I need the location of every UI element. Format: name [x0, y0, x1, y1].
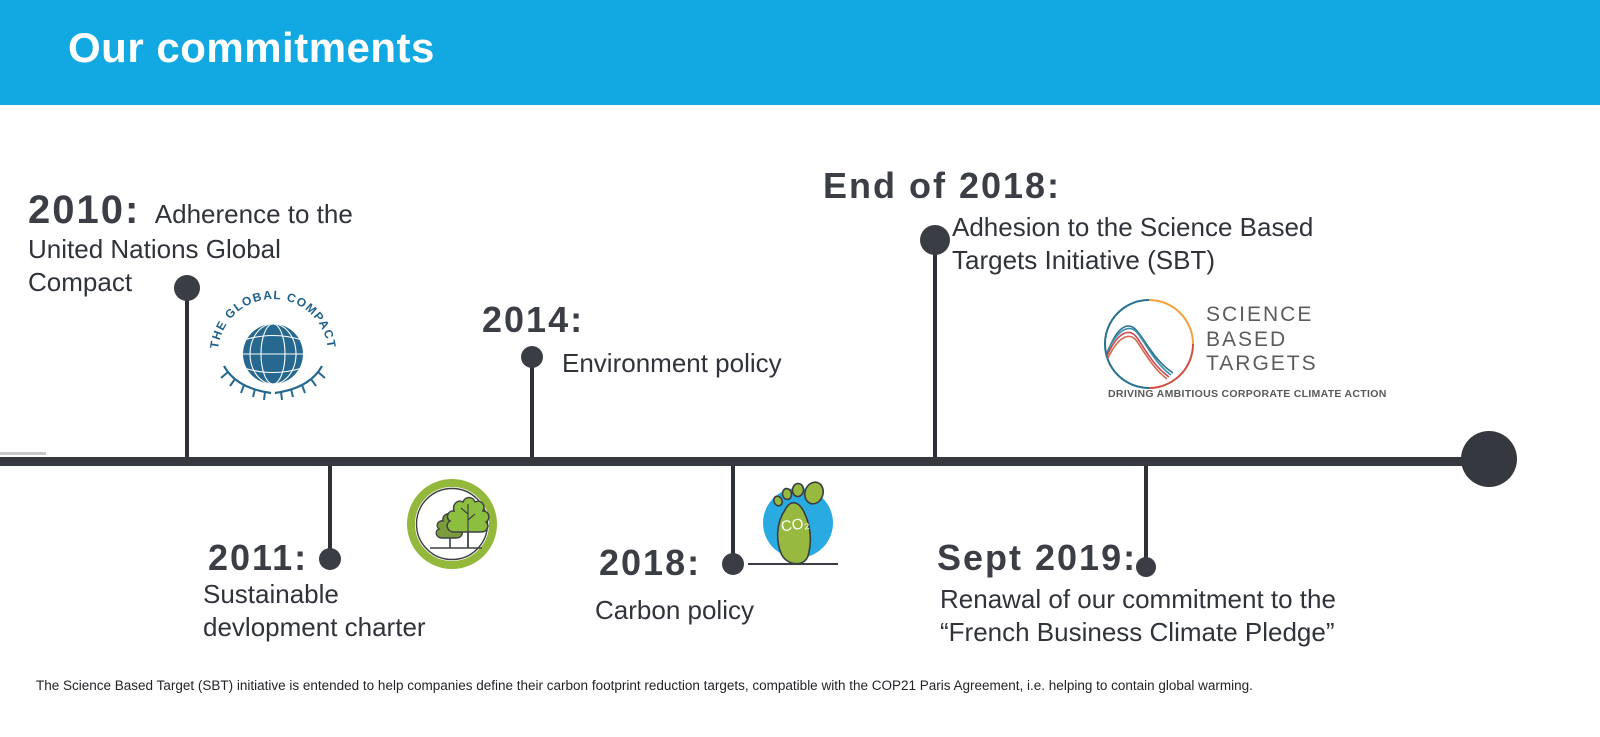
- sbt-line-2: BASED: [1206, 327, 1288, 351]
- milestone-year-2018: 2018:: [599, 542, 702, 583]
- milestone-year-end-of-2018: End of 2018:: [823, 165, 1062, 206]
- milestone-dot-2011: [319, 548, 341, 570]
- milestone-dot-2018: [722, 553, 744, 575]
- milestone-desc-2011: Sustainable devlopment charter: [203, 579, 426, 642]
- stem-2010: [185, 288, 189, 457]
- milestone-desc-end-of-2018: Adhesion to the Science Based Targets In…: [952, 212, 1314, 275]
- milestone-dot-2010: [174, 275, 200, 301]
- stem-2018: [731, 466, 735, 563]
- stem-2014: [530, 357, 534, 457]
- science-based-targets-logo: [1104, 299, 1194, 389]
- milestone-dot-2014: [521, 346, 543, 368]
- carbon-footprint-icon: CO₂: [748, 481, 838, 565]
- milestone-year-sept-2019: Sept 2019:: [937, 537, 1138, 578]
- milestone-desc-2018: Carbon policy: [595, 595, 754, 625]
- timeline-end-circle: [1461, 431, 1517, 487]
- sbt-tagline: DRIVING AMBITIOUS CORPORATE CLIMATE ACTI…: [1108, 388, 1387, 400]
- sbt-line-3: TARGETS: [1206, 352, 1318, 375]
- sbt-line-1: SCIENCE: [1206, 303, 1314, 326]
- stem-sept-2019: [1144, 466, 1148, 564]
- sustainable-development-tree-icon: [407, 479, 497, 569]
- header-bar: Our commitments: [0, 0, 1600, 105]
- milestone-dot-sept-2019: [1136, 557, 1156, 577]
- milestone-desc-2010: Adherence to the United Nations Global C…: [28, 199, 353, 297]
- footnote: The Science Based Target (SBT) initiativ…: [36, 678, 1253, 693]
- un-global-compact-logo: THE GLOBAL COMPACT: [208, 288, 338, 401]
- milestone-dot-end-of-2018: [920, 225, 950, 255]
- milestone-year-2014: 2014:: [482, 299, 585, 340]
- milestone-2010: 2010: Adherence to the United Nations Gl…: [28, 188, 378, 299]
- milestone-year-2010: 2010:: [28, 188, 141, 232]
- stem-2011: [328, 466, 332, 558]
- co2-label: CO₂: [780, 515, 811, 536]
- timeline-axis: [0, 457, 1463, 466]
- laurel-wreath-icon: [220, 365, 326, 401]
- page-title: Our commitments: [68, 24, 435, 71]
- stem-end-of-2018: [933, 240, 937, 457]
- milestone-desc-sept-2019: Renawal of our commitment to the “French…: [940, 584, 1336, 647]
- sbt-wordmark: SCIENCE BASED TARGETS: [1206, 303, 1318, 377]
- milestone-year-2011: 2011:: [208, 537, 309, 578]
- timeline-artifact-line: [0, 452, 46, 455]
- milestone-desc-2014: Environment policy: [562, 348, 782, 378]
